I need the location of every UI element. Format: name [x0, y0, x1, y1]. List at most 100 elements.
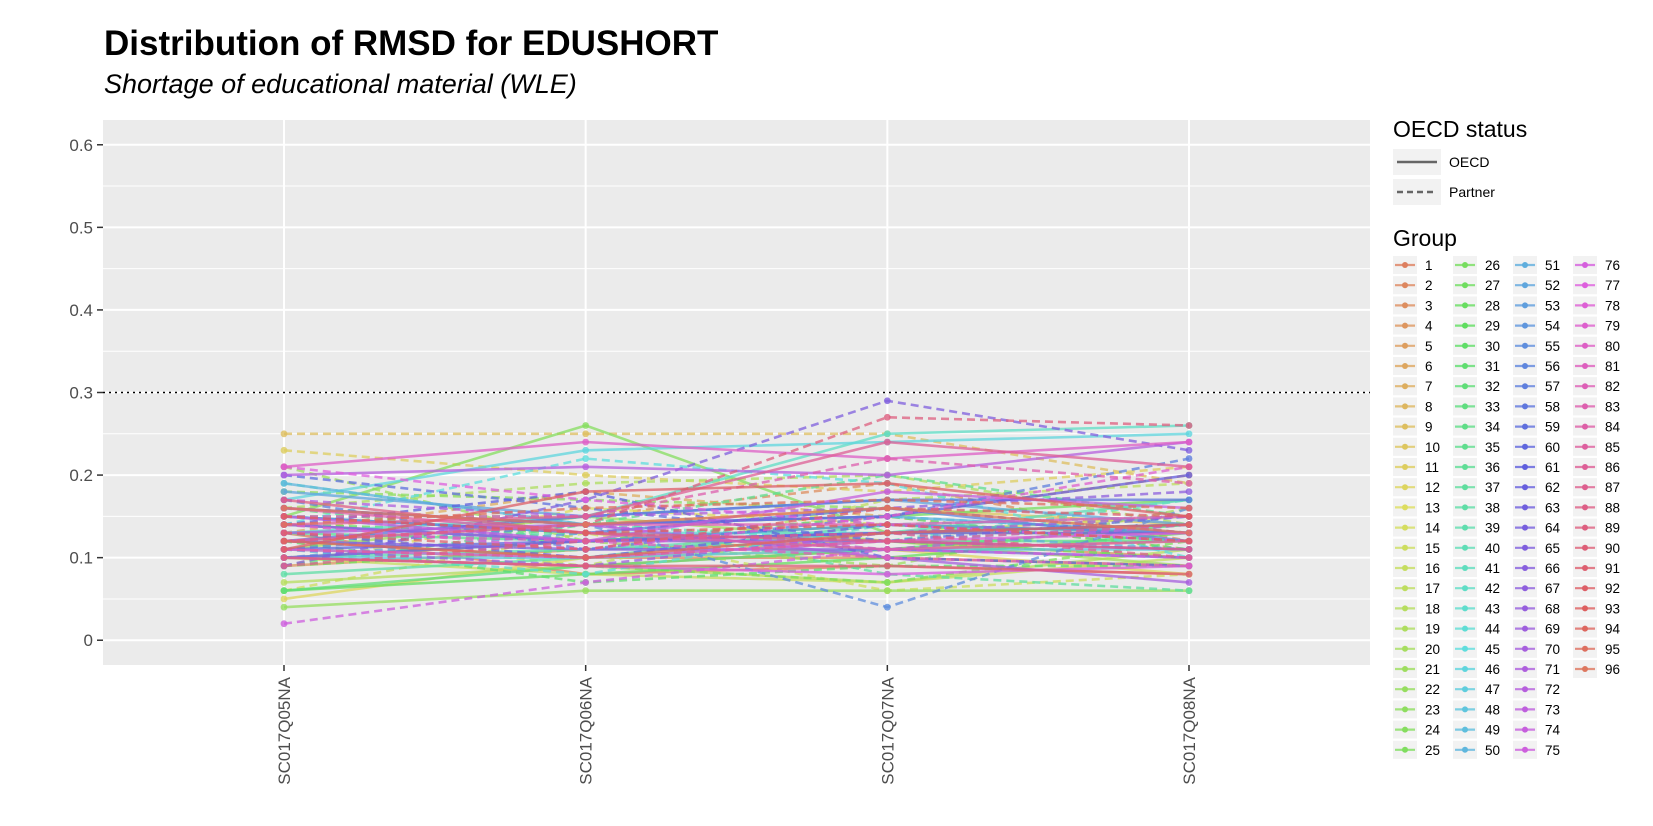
data-point-81	[883, 554, 891, 562]
legend-group-label: 8	[1425, 399, 1433, 414]
data-point-19	[582, 479, 590, 487]
legend-swatch-point	[1402, 282, 1408, 289]
series-line-95	[283, 498, 1190, 526]
legend-swatch-point	[1462, 666, 1468, 672]
legend-group-label: 71	[1545, 662, 1560, 677]
legend-group-label: 38	[1485, 500, 1500, 515]
data-point-24	[582, 422, 590, 429]
legend-group-label: 28	[1485, 298, 1500, 313]
legend-group-label: 18	[1425, 601, 1440, 616]
legend-swatch-point	[1522, 363, 1528, 369]
data-point-81	[1185, 562, 1193, 570]
y-tick-label: 0.4	[69, 301, 93, 320]
legend-label-oecd: OECD	[1449, 154, 1489, 170]
legend-swatch-point	[1462, 706, 1468, 713]
data-point-58	[1185, 496, 1193, 504]
series-line-48	[284, 548, 1189, 560]
legend-swatch-point	[1462, 282, 1468, 289]
data-point-22	[280, 603, 288, 611]
legend-group-label: 75	[1545, 743, 1560, 758]
data-point-62	[1185, 471, 1193, 479]
data-point-75	[280, 620, 288, 628]
legend-group-label: 51	[1545, 258, 1560, 273]
legend-swatch-point	[1582, 484, 1588, 491]
legend-group-label: 7	[1425, 379, 1433, 394]
legend-group-label: 83	[1605, 399, 1620, 414]
legend-swatch-point	[1462, 464, 1468, 470]
legend-swatch-point	[1522, 544, 1528, 551]
legend-swatch-point	[1462, 605, 1468, 612]
data-point-52	[280, 488, 288, 495]
legend-swatch-point	[1522, 342, 1528, 349]
legend-swatch-point	[1522, 282, 1528, 289]
legend-swatch-point	[1462, 746, 1468, 753]
legend-swatch-point	[1462, 504, 1468, 511]
series-group	[103, 391, 1370, 628]
legend-swatch-point	[1402, 322, 1408, 329]
legend-group-label: 70	[1545, 642, 1560, 657]
data-point-87	[1185, 554, 1193, 562]
legend-group-label: 81	[1605, 359, 1620, 374]
series-line-51	[283, 515, 1190, 551]
legend-swatch-point	[1402, 585, 1408, 592]
legend-swatch-point	[1462, 403, 1468, 410]
series-line-35	[283, 473, 1190, 568]
series-line-46	[283, 432, 1190, 502]
legend-swatch-point	[1582, 443, 1588, 450]
legend-swatch-point	[1522, 302, 1528, 309]
data-point-43	[582, 570, 590, 578]
legend-group-label: 35	[1485, 440, 1500, 455]
legend-swatch-point	[1522, 686, 1528, 693]
data-point-70	[1185, 579, 1193, 586]
legend-group-label: 23	[1425, 702, 1440, 717]
x-tick-label: SC017Q06NA	[577, 676, 596, 784]
legend-group-label: 13	[1425, 500, 1440, 515]
legend-swatch-point	[1462, 342, 1468, 349]
data-point-88	[883, 537, 891, 545]
data-point-46	[582, 446, 590, 454]
data-point-89	[1185, 422, 1193, 429]
legend-swatch-point	[1402, 363, 1408, 369]
legend-group-label: 64	[1545, 521, 1561, 536]
legend-swatch-point	[1402, 484, 1408, 491]
data-point-87	[582, 537, 590, 545]
legend-swatch-point	[1522, 585, 1528, 592]
legend-swatch-point	[1462, 645, 1468, 652]
legend-group-label: 93	[1605, 601, 1620, 616]
legend-group-label: 44	[1485, 622, 1501, 637]
legend-group-label: 84	[1605, 420, 1621, 435]
legend-swatch-point	[1402, 625, 1408, 632]
series-line-31	[283, 539, 1189, 584]
legend-swatch-point	[1402, 403, 1408, 410]
legend-group-label: 33	[1485, 399, 1500, 414]
legend-swatch-point	[1462, 322, 1468, 329]
legend-group-label: 21	[1425, 662, 1440, 677]
data-point-93	[280, 512, 288, 520]
data-point-72	[280, 471, 288, 479]
data-point-80	[280, 463, 288, 471]
data-point-96	[1185, 529, 1193, 537]
legend-swatch-point	[1402, 565, 1408, 571]
series-line-15	[283, 531, 1190, 593]
legend-group-label: 49	[1485, 723, 1500, 738]
legend-swatch-point	[1462, 423, 1468, 430]
legend-group-label: 78	[1605, 298, 1620, 313]
data-point-86	[883, 438, 891, 446]
data-point-83	[1185, 479, 1193, 487]
legend-group-label: 26	[1485, 258, 1500, 273]
data-point-9	[280, 430, 288, 438]
legend-group-label: 27	[1485, 278, 1500, 293]
legend-group-label: 82	[1605, 379, 1620, 394]
legend-swatch-point	[1522, 645, 1528, 652]
data-point-92	[1185, 512, 1193, 520]
legend-label-partner: Partner	[1449, 184, 1495, 200]
legend-swatch-point	[1522, 605, 1528, 612]
x-tick-label: SC017Q07NA	[878, 676, 897, 784]
legend-group-label: 86	[1605, 460, 1620, 475]
data-point-9	[582, 430, 590, 438]
legend-group-label: 94	[1605, 622, 1621, 637]
legend-group-label: 24	[1425, 723, 1441, 738]
legend-group-label: 96	[1605, 662, 1620, 677]
data-point-32	[280, 587, 288, 595]
legend-group-label: 5	[1425, 339, 1433, 354]
